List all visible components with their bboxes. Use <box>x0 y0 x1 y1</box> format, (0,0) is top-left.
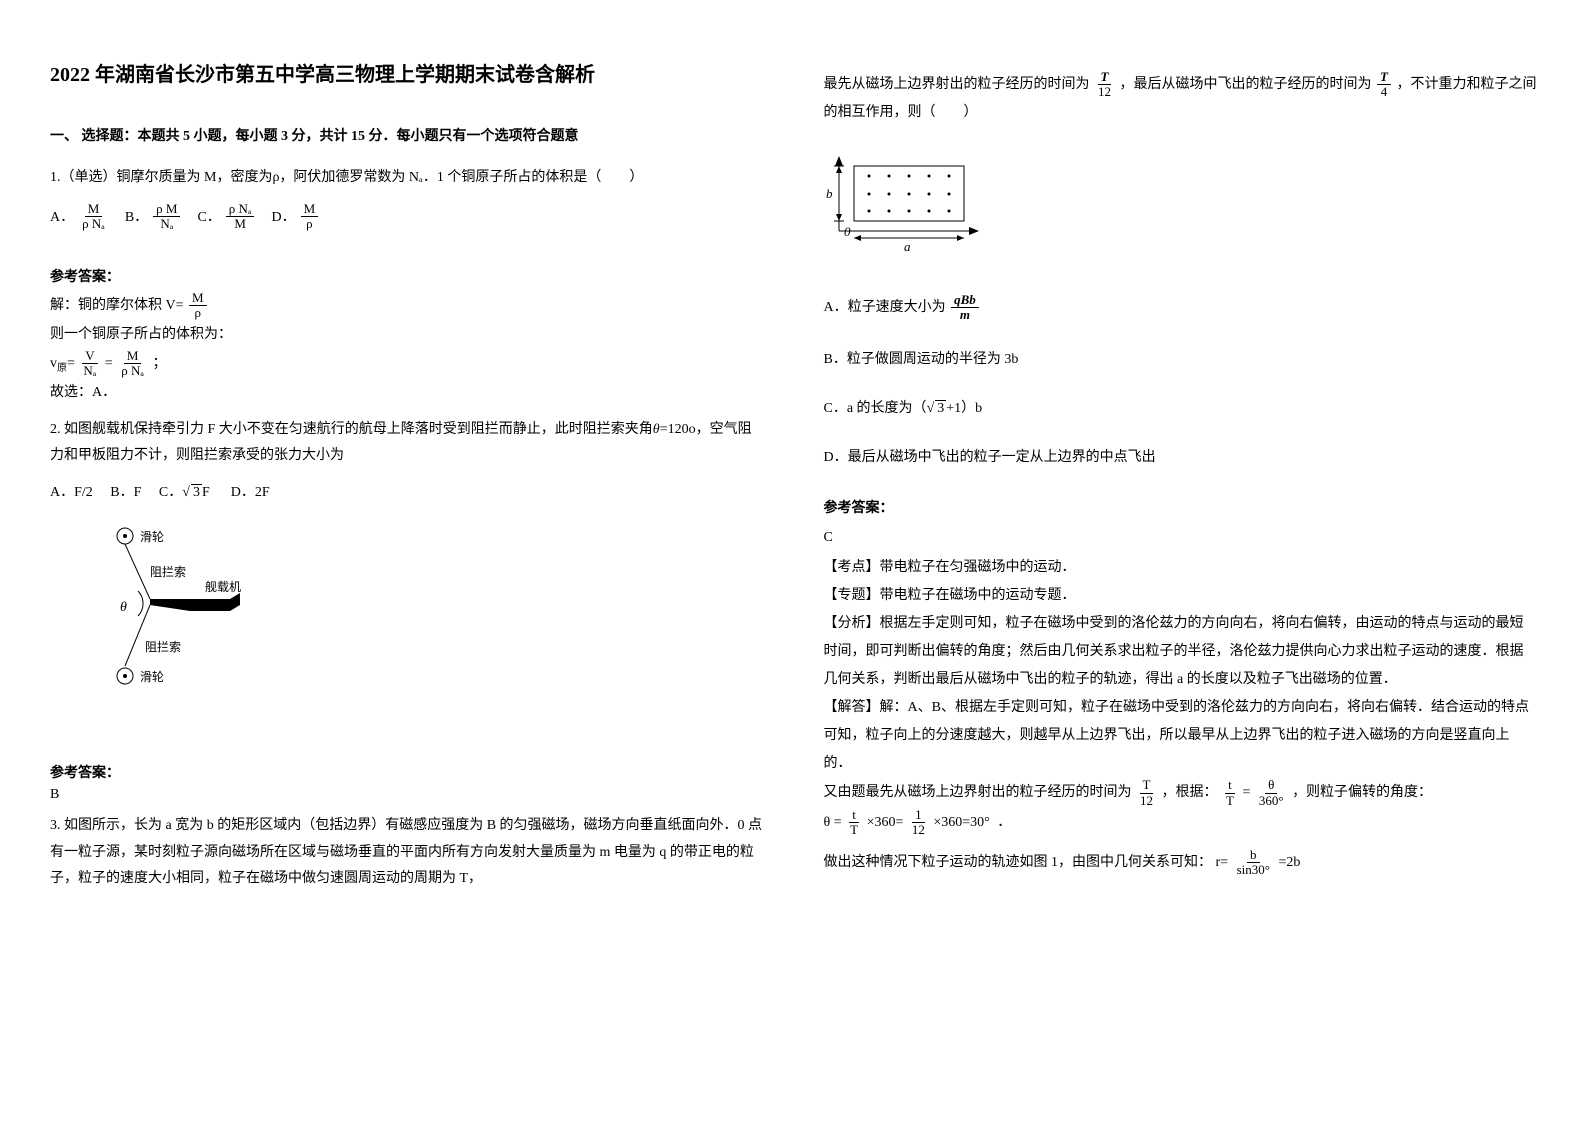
q3-formula1: θ = t T ×360= 1 12 ×360=30° ． <box>824 808 1538 838</box>
q3-answer-label: 参考答案： <box>824 497 1538 517</box>
question-3-part2: 最先从磁场上边界射出的粒子经历的时间为 T 12 ，最后从磁场中飞出的粒子经历的… <box>824 70 1538 126</box>
q1-sol3: v原= V Nₐ = M ρ Nₐ ； <box>50 349 764 379</box>
q1-fracC: ρ Nₐ M <box>226 202 255 232</box>
q1-answer-label: 参考答案： <box>50 266 764 286</box>
question-1: 1.（单选）铜摩尔质量为 M，密度为ρ，阿伏加德罗常数为 Nₐ．1 个铜原子所占… <box>50 165 764 241</box>
svg-text:滑轮: 滑轮 <box>140 670 164 684</box>
left-column: 2022 年湖南省长沙市第五中学高三物理上学期期末试卷含解析 一、 选择题：本题… <box>50 60 764 1062</box>
q1-fracB: ρ M Nₐ <box>153 202 180 232</box>
q3-diagram: b 0 a <box>824 156 1538 261</box>
q3-optD: D．最后从磁场中飞出的粒子一定从上边界的中点飞出 <box>824 445 1538 470</box>
q3-jieda2: 又由题最先从磁场上边界射出的粒子经历的时间为 T 12 ，根据： t T = θ… <box>824 778 1538 808</box>
q1-text: 1.（单选）铜摩尔质量为 M，密度为ρ，阿伏加德罗常数为 Nₐ．1 个铜原子所占… <box>50 165 764 192</box>
q2-optB: B．F <box>110 485 141 500</box>
q1-sol4: 故选：A． <box>50 379 764 407</box>
svg-text:阻拦索: 阻拦索 <box>145 640 181 654</box>
svg-text:滑轮: 滑轮 <box>140 530 164 544</box>
q1-optB: B． ρ M Nₐ <box>125 202 183 232</box>
q3-zhuanti: 【专题】带电粒子在磁场中的运动专题． <box>824 582 1538 610</box>
q3-kaodian: 【考点】带电粒子在匀强磁场中的运动． <box>824 554 1538 582</box>
q1-optD: D． M ρ <box>271 202 320 232</box>
svg-text:0: 0 <box>844 224 851 239</box>
magnetic-field-diagram-icon: b 0 a <box>824 156 1004 256</box>
exam-title: 2022 年湖南省长沙市第五中学高三物理上学期期末试卷含解析 <box>50 60 764 90</box>
q3-fenxi: 【分析】根据左手定则可知，粒子在磁场中受到的洛伦兹力的方向向右，将向右偏转，由运… <box>824 610 1538 694</box>
q2-diagram: 滑轮 阻拦索 舰载机 θ 阻拦索 滑轮 <box>90 521 764 722</box>
svg-text:θ: θ <box>120 600 127 615</box>
q1-optA: A． M ρ Nₐ <box>50 202 110 232</box>
svg-text:b: b <box>826 186 833 201</box>
q1-optC: C． ρ Nₐ M <box>197 202 256 232</box>
svg-text:a: a <box>904 239 911 254</box>
q2-answer: B <box>50 787 764 803</box>
section1-heading: 一、 选择题：本题共 5 小题，每小题 3 分，共计 15 分．每小题只有一个选… <box>50 125 764 145</box>
q1-sol2: 则一个铜原子所占的体积为： <box>50 321 764 349</box>
q3-optA: A．粒子速度大小为 qBb m <box>824 293 1538 323</box>
q1-solution: 解：铜的摩尔体积 V= M ρ 则一个铜原子所占的体积为： v原= V Nₐ =… <box>50 291 764 406</box>
svg-text:阻拦索: 阻拦索 <box>150 565 186 579</box>
question-3-part1: 3. 如图所示，长为 a 宽为 b 的矩形区域内（包括边界）有磁感应强度为 B … <box>50 813 764 893</box>
q2-optC: C．3F <box>159 485 213 500</box>
q1-options: A． M ρ Nₐ B． ρ M Nₐ C． ρ Nₐ M <box>50 202 764 232</box>
q3-answer: C <box>824 530 1538 546</box>
q3-jieda1: 【解答】解：A、B、根据左手定则可知，粒子在磁场中受到的洛伦兹力的方向向右，将向… <box>824 694 1538 778</box>
svg-text:舰载机: 舰载机 <box>205 580 241 594</box>
question-2: 2. 如图舰载机保持牵引力 F 大小不变在匀速航行的航母上降落时受到阻拦而静止，… <box>50 417 764 737</box>
q2-answer-label: 参考答案： <box>50 762 764 782</box>
q2-optD: D．2F <box>231 485 270 500</box>
q3-solution: 【考点】带电粒子在匀强磁场中的运动． 【专题】带电粒子在磁场中的运动专题． 【分… <box>824 554 1538 877</box>
aircraft-diagram-icon: 滑轮 阻拦索 舰载机 θ 阻拦索 滑轮 <box>90 521 270 711</box>
q2-options: A．F/2 B．F C．3F D．2F <box>50 480 764 507</box>
q1-sol1: 解：铜的摩尔体积 V= M ρ <box>50 291 764 321</box>
q3-optB: B．粒子做圆周运动的半径为 3b <box>824 347 1538 372</box>
right-column: 最先从磁场上边界射出的粒子经历的时间为 T 12 ，最后从磁场中飞出的粒子经历的… <box>824 60 1538 1062</box>
q1-fracA: M ρ Nₐ <box>79 202 108 232</box>
q3-jieda3: 做出这种情况下粒子运动的轨迹如图 1，由图中几何关系可知： r= b sin30… <box>824 848 1538 878</box>
q3-optC: C．a 的长度为（3+1）b <box>824 396 1538 421</box>
q1-fracD: M ρ <box>301 202 319 232</box>
q2-optA: A．F/2 <box>50 485 93 500</box>
